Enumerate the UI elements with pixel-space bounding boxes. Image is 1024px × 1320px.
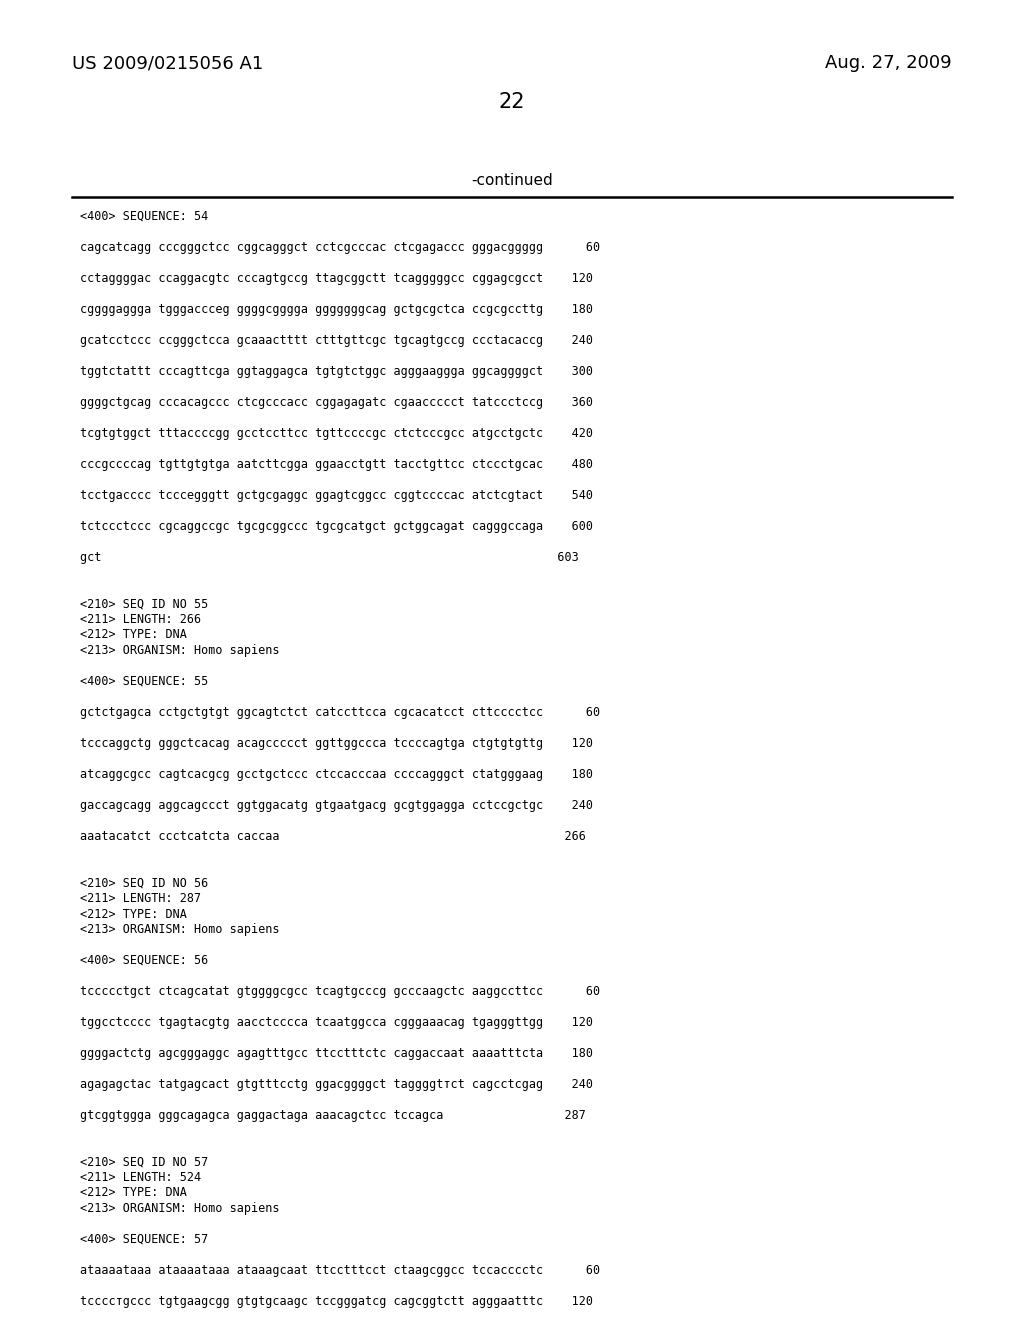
Text: <213> ORGANISM: Homo sapiens: <213> ORGANISM: Homo sapiens	[80, 1203, 280, 1214]
Text: <210> SEQ ID NO 56: <210> SEQ ID NO 56	[80, 876, 208, 890]
Text: cggggaggga tgggaccceg ggggcgggga gggggggcag gctgcgctca ccgcgccttg    180: cggggaggga tgggaccceg ggggcgggga ggggggg…	[80, 304, 593, 315]
Text: ggggctgcag cccacagccc ctcgcccacc cggagagatc cgaaccccct tatccctccg    360: ggggctgcag cccacagccc ctcgcccacc cggagag…	[80, 396, 593, 409]
Text: <212> TYPE: DNA: <212> TYPE: DNA	[80, 1187, 186, 1200]
Text: <400> SEQUENCE: 56: <400> SEQUENCE: 56	[80, 954, 208, 968]
Text: tcgtgtggct tttaccccgg gcctccttcc tgttccccgc ctctcccgcc atgcctgctc    420: tcgtgtggct tttaccccgg gcctccttcc tgttccc…	[80, 426, 593, 440]
Text: ggggactctg agcgggaggc agagtttgcc ttcctttctc caggaccaat aaaatttcta    180: ggggactctg agcgggaggc agagtttgcc ttccttt…	[80, 1047, 593, 1060]
Text: tcctgacccc tcccegggtt gctgcgaggc ggagtcggcc cggtccccac atctcgtact    540: tcctgacccc tcccegggtt gctgcgaggc ggagtcg…	[80, 488, 593, 502]
Text: tccccctgct ctcagcatat gtggggcgcc tcagtgcccg gcccaagctc aaggccttcc      60: tccccctgct ctcagcatat gtggggcgcc tcagtgc…	[80, 985, 600, 998]
Text: gct                                                                603: gct 603	[80, 550, 579, 564]
Text: <212> TYPE: DNA: <212> TYPE: DNA	[80, 908, 186, 920]
Text: <211> LENGTH: 287: <211> LENGTH: 287	[80, 892, 201, 906]
Text: 22: 22	[499, 92, 525, 112]
Text: tccccтgccc tgtgaagcgg gtgtgcaagc tccgggatcg cagcggtctt agggaatttc    120: tccccтgccc tgtgaagcgg gtgtgcaagc tccggga…	[80, 1295, 593, 1308]
Text: Aug. 27, 2009: Aug. 27, 2009	[825, 54, 952, 73]
Text: <211> LENGTH: 524: <211> LENGTH: 524	[80, 1171, 201, 1184]
Text: -continued: -continued	[471, 173, 553, 187]
Text: <400> SEQUENCE: 54: <400> SEQUENCE: 54	[80, 210, 208, 223]
Text: gaccagcagg aggcagccct ggtggacatg gtgaatgacg gcgtggagga cctccgctgc    240: gaccagcagg aggcagccct ggtggacatg gtgaatg…	[80, 799, 593, 812]
Text: <212> TYPE: DNA: <212> TYPE: DNA	[80, 628, 186, 642]
Text: <210> SEQ ID NO 55: <210> SEQ ID NO 55	[80, 598, 208, 610]
Text: atcaggcgcc cagtcacgcg gcctgctccc ctccacccaa ccccagggct ctatgggaag    180: atcaggcgcc cagtcacgcg gcctgctccc ctccacc…	[80, 768, 593, 781]
Text: tcccaggctg gggctcacag acagccccct ggttggccca tccccagtga ctgtgtgttg    120: tcccaggctg gggctcacag acagccccct ggttggc…	[80, 737, 593, 750]
Text: <211> LENGTH: 266: <211> LENGTH: 266	[80, 612, 201, 626]
Text: gtcggtggga gggcagagca gaggactaga aaacagctcc tccagca                 287: gtcggtggga gggcagagca gaggactaga aaacagc…	[80, 1109, 586, 1122]
Text: <400> SEQUENCE: 55: <400> SEQUENCE: 55	[80, 675, 208, 688]
Text: US 2009/0215056 A1: US 2009/0215056 A1	[72, 54, 263, 73]
Text: <210> SEQ ID NO 57: <210> SEQ ID NO 57	[80, 1155, 208, 1168]
Text: tggtctattt cccagttcga ggtaggagca tgtgtctggc agggaaggga ggcaggggct    300: tggtctattt cccagttcga ggtaggagca tgtgtct…	[80, 366, 593, 378]
Text: <213> ORGANISM: Homo sapiens: <213> ORGANISM: Homo sapiens	[80, 644, 280, 657]
Text: ataaaataaa ataaaataaa ataaagcaat ttcctttcct ctaagcggcc tccacccctc      60: ataaaataaa ataaaataaa ataaagcaat ttccttt…	[80, 1265, 600, 1276]
Text: cagcatcagg cccgggctcc cggcagggct cctcgcccac ctcgagaccc gggacggggg      60: cagcatcagg cccgggctcc cggcagggct cctcgcc…	[80, 242, 600, 253]
Text: gcatcctccc ccgggctcca gcaaactttt ctttgttcgc tgcagtgccg ccctacaccg    240: gcatcctccc ccgggctcca gcaaactttt ctttgtt…	[80, 334, 593, 347]
Text: cccgccccag tgttgtgtga aatcttcgga ggaacctgtt tacctgttcc ctccctgcac    480: cccgccccag tgttgtgtga aatcttcgga ggaacct…	[80, 458, 593, 471]
Text: tctccctccc cgcaggccgc tgcgcggccc tgcgcatgct gctggcagat cagggccaga    600: tctccctccc cgcaggccgc tgcgcggccc tgcgcat…	[80, 520, 593, 533]
Text: gctctgagca cctgctgtgt ggcagtctct catccttcca cgcacatcct cttcccctcc      60: gctctgagca cctgctgtgt ggcagtctct catcctt…	[80, 706, 600, 719]
Text: <400> SEQUENCE: 57: <400> SEQUENCE: 57	[80, 1233, 208, 1246]
Text: tggcctcccc tgagtacgtg aacctcccca tcaatggcca cgggaaacag tgagggttgg    120: tggcctcccc tgagtacgtg aacctcccca tcaatgg…	[80, 1016, 593, 1030]
Text: aaatacatct ccctcatcta caccaa                                        266: aaatacatct ccctcatcta caccaa 266	[80, 830, 586, 843]
Text: <213> ORGANISM: Homo sapiens: <213> ORGANISM: Homo sapiens	[80, 923, 280, 936]
Text: cctaggggac ccaggacgtc cccagtgccg ttagcggctt tcagggggcc cggagcgcct    120: cctaggggac ccaggacgtc cccagtgccg ttagcgg…	[80, 272, 593, 285]
Text: agagagctac tatgagcact gtgtttcctg ggacggggct taggggtтct cagcctcgag    240: agagagctac tatgagcact gtgtttcctg ggacggg…	[80, 1078, 593, 1092]
